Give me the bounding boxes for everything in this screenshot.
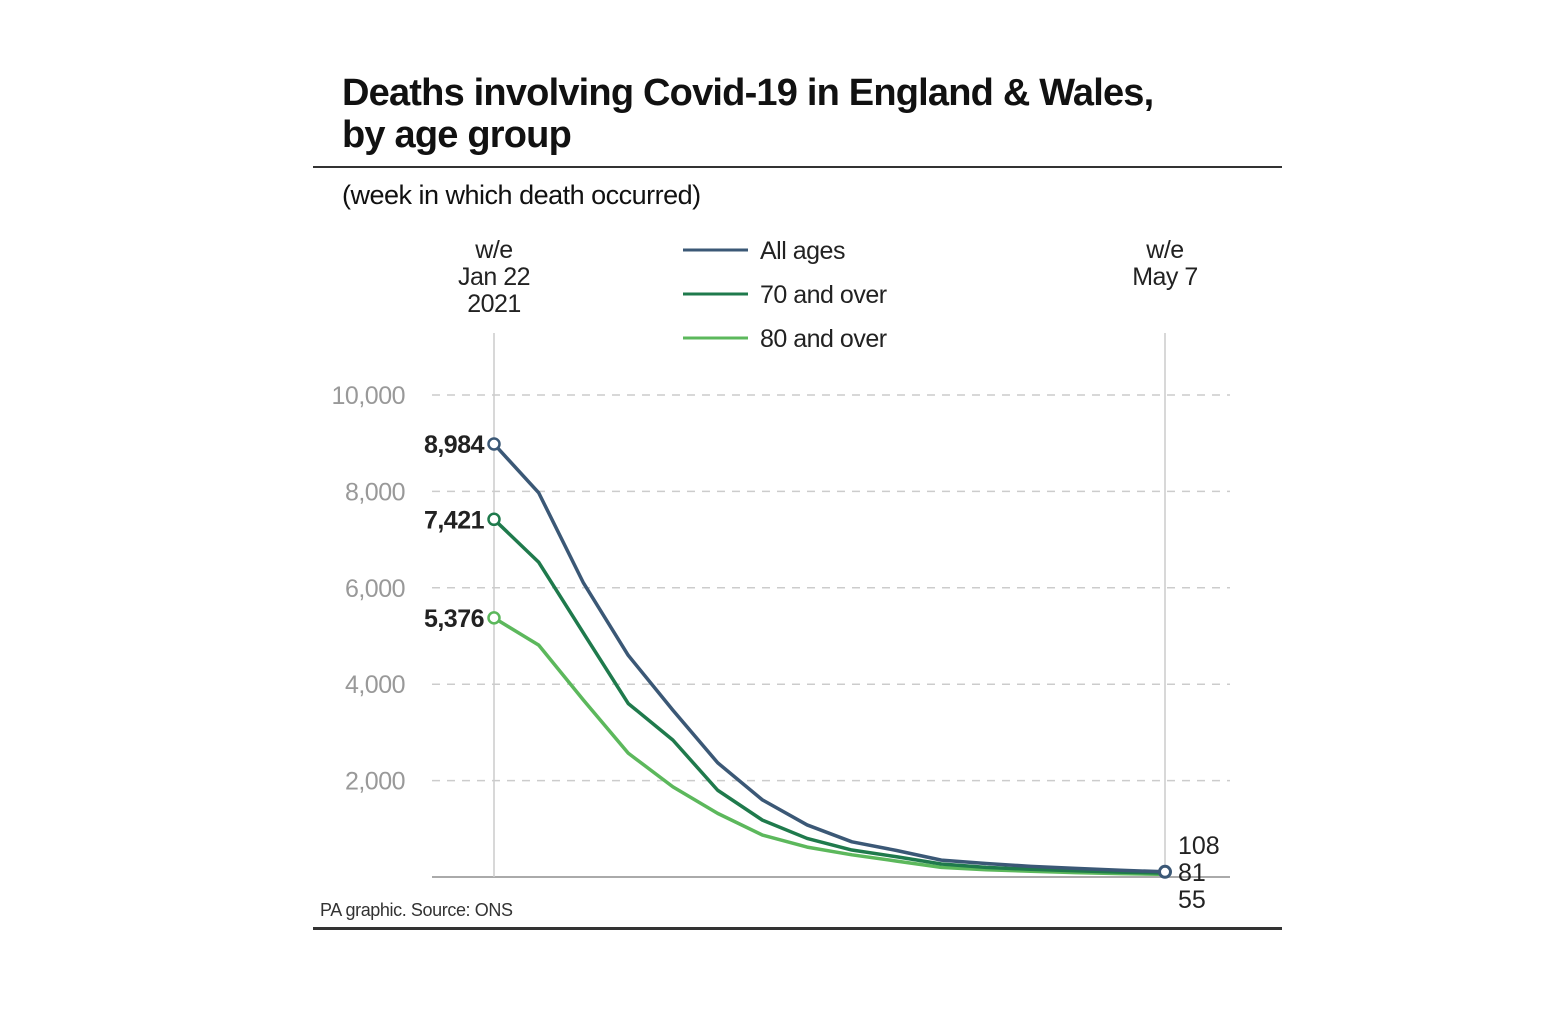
y-tick-label: 8,000 bbox=[345, 478, 405, 506]
end-point-marker bbox=[1158, 864, 1172, 879]
legend-label: All ages bbox=[760, 237, 845, 265]
source-note: PA graphic. Source: ONS bbox=[320, 900, 513, 920]
chart-subtitle: (week in which death occurred) bbox=[342, 180, 701, 210]
top-rule bbox=[313, 166, 1282, 168]
start-point-marker bbox=[487, 437, 501, 451]
bottom-rule bbox=[313, 927, 1282, 930]
y-tick-label: 4,000 bbox=[345, 671, 405, 699]
start-value-label: 8,984 bbox=[424, 431, 485, 459]
x-axis-label: Jan 22 bbox=[458, 263, 530, 291]
x-axis-label: May 7 bbox=[1132, 263, 1198, 291]
x-axis-label: w/e bbox=[474, 236, 512, 264]
series-line bbox=[492, 518, 1166, 875]
chart-title: Deaths involving Covid-19 in England & W… bbox=[342, 72, 1154, 156]
y-tick-label: 6,000 bbox=[345, 575, 405, 603]
series-line bbox=[492, 442, 1166, 874]
legend-label: 80 and over bbox=[760, 325, 887, 353]
y-tick-label: 10,000 bbox=[332, 382, 405, 410]
title-line-1: Deaths involving Covid-19 in England & W… bbox=[342, 72, 1154, 114]
x-axis-label: w/e bbox=[1145, 236, 1183, 264]
start-value-label: 5,376 bbox=[424, 605, 484, 633]
y-tick-label: 2,000 bbox=[345, 768, 405, 796]
end-value-label: 81 bbox=[1178, 859, 1206, 887]
end-value-label: 55 bbox=[1178, 886, 1206, 914]
title-line-2: by age group bbox=[342, 114, 572, 156]
legend-label: 70 and over bbox=[760, 281, 887, 309]
start-value-label: 7,421 bbox=[424, 506, 485, 534]
series-line bbox=[493, 616, 1166, 877]
x-axis-label: 2021 bbox=[467, 290, 521, 318]
start-point-marker bbox=[487, 611, 501, 625]
start-point-marker bbox=[487, 512, 501, 527]
end-value-label: 108 bbox=[1178, 832, 1220, 860]
